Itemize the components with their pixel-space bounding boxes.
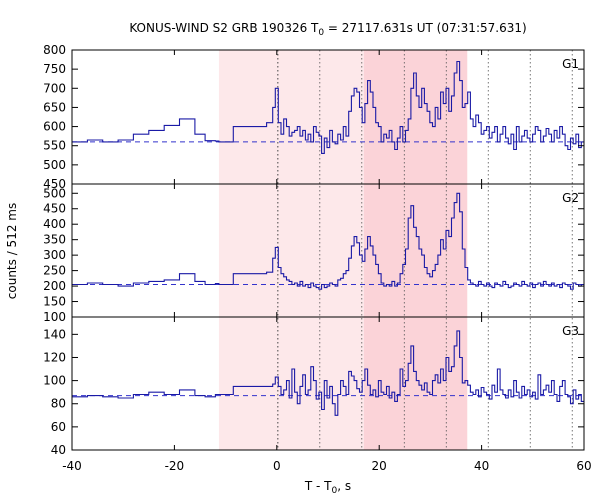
y-tick-label-g1-700: 700: [43, 81, 66, 95]
y-tick-label-g2-400: 400: [43, 217, 66, 231]
x-tick-label-40: 40: [474, 459, 489, 473]
panel-label-g3: G3: [562, 324, 579, 338]
y-tick-label-g1-450: 450: [43, 177, 66, 191]
y-tick-label-g2-250: 250: [43, 264, 66, 278]
chart-title: KONUS-WIND S2 GRB 190326 T0 = 27117.631s…: [129, 21, 526, 38]
x-tick-label--40: -40: [62, 459, 82, 473]
y-tick-label-g3-100: 100: [43, 374, 66, 388]
lightcurve-g2: [72, 192, 584, 290]
lightcurve-g1: [72, 60, 584, 154]
y-tick-label-g2-100: 100: [43, 310, 66, 324]
y-tick-label-g2-150: 150: [43, 295, 66, 309]
y-tick-label-g1-500: 500: [43, 158, 66, 172]
y-tick-label-g1-600: 600: [43, 120, 66, 134]
panel-label-g1: G1: [562, 57, 579, 71]
y-tick-label-g2-500: 500: [43, 186, 66, 200]
x-tick-label-0: 0: [273, 459, 281, 473]
y-tick-label-g1-650: 650: [43, 100, 66, 114]
y-tick-label-g2-200: 200: [43, 279, 66, 293]
plot-area: 450500550600650700750800G110015020025030…: [43, 43, 592, 473]
y-tick-label-g3-80: 80: [51, 397, 66, 411]
y-tick-label-g3-40: 40: [51, 443, 66, 457]
y-tick-label-g2-450: 450: [43, 202, 66, 216]
lightcurve-g3: [72, 330, 584, 416]
y-tick-label-g3-60: 60: [51, 420, 66, 434]
x-tick-label-60: 60: [576, 459, 591, 473]
x-tick-label-20: 20: [372, 459, 387, 473]
panel-frame-g3: [71, 316, 585, 451]
y-tick-label-g1-550: 550: [43, 139, 66, 153]
y-tick-label-g2-300: 300: [43, 248, 66, 262]
y-tick-label-g3-140: 140: [43, 327, 66, 341]
y-tick-label-g2-350: 350: [43, 233, 66, 247]
y-tick-label-g3-120: 120: [43, 350, 66, 364]
x-tick-label--20: -20: [165, 459, 185, 473]
panel-label-g2: G2: [562, 191, 579, 205]
y-tick-label-g1-800: 800: [43, 43, 66, 57]
y-axis-label: counts / 512 ms: [5, 203, 19, 299]
y-tick-label-g1-750: 750: [43, 62, 66, 76]
x-axis-label: T - T0, s: [304, 479, 351, 496]
